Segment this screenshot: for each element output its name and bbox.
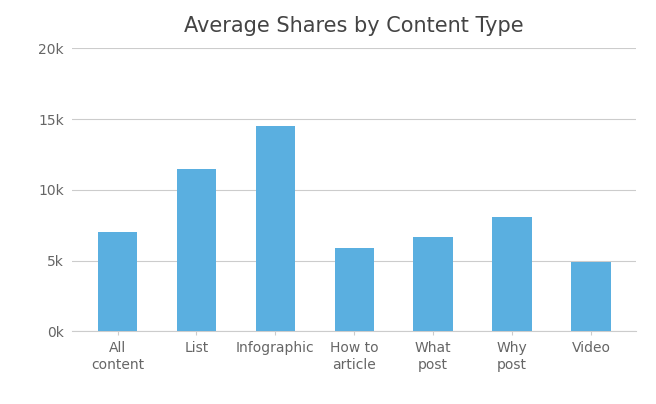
Bar [413,237,453,331]
Bar [176,169,216,331]
Bar [98,232,137,331]
Bar [492,217,532,331]
Bar [571,262,611,331]
Title: Average Shares by Content Type: Average Shares by Content Type [184,16,524,36]
Bar [335,248,374,331]
Bar [256,126,295,331]
